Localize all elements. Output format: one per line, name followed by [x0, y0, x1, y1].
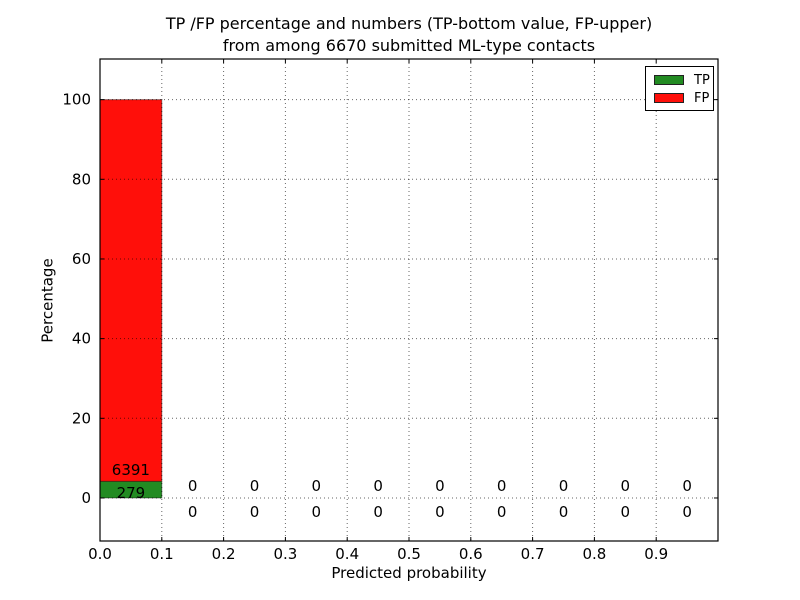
tp-count-label: 0 [621, 503, 631, 521]
fp-count-label: 0 [250, 477, 260, 495]
fp-count-label: 0 [435, 477, 445, 495]
fp-count-label: 0 [621, 477, 631, 495]
tp-count-label: 0 [250, 503, 260, 521]
x-tick-label: 0.6 [459, 545, 483, 563]
tp-count-label: 0 [435, 503, 445, 521]
y-tick-label: 20 [72, 409, 91, 427]
y-axis-label: Percentage [38, 258, 57, 343]
y-tick-label: 100 [62, 91, 91, 109]
fp-count-label: 0 [559, 477, 569, 495]
x-tick-label: 0.3 [273, 545, 297, 563]
x-tick-label: 0.0 [88, 545, 112, 563]
y-tick-label: 80 [72, 170, 91, 188]
x-axis-label: Predicted probability [331, 564, 487, 582]
fp-count-label: 0 [373, 477, 383, 495]
bar-segment-fp [99, 99, 163, 482]
legend: TP FP [645, 66, 714, 111]
x-tick-label: 0.8 [582, 545, 606, 563]
x-tick-label: 0.4 [335, 545, 359, 563]
x-tick-label: 0.5 [397, 545, 421, 563]
legend-swatch-tp-icon [654, 75, 684, 85]
tp-count-label: 0 [559, 503, 569, 521]
y-tick-label: 40 [72, 330, 91, 348]
tp-count-label: 0 [312, 503, 322, 521]
x-tick-label: 0.9 [644, 545, 668, 563]
tp-count-label: 279 [117, 484, 146, 502]
y-tick-label: 60 [72, 250, 91, 268]
fp-count-label: 0 [682, 477, 692, 495]
y-tick-label: 0 [81, 489, 91, 507]
chart-title-line2: from among 6670 submitted ML-type contac… [222, 36, 596, 55]
chart-title: TP /FP percentage and numbers (TP-bottom… [100, 13, 718, 57]
fp-count-label: 0 [312, 477, 322, 495]
x-tick-label: 0.1 [150, 545, 174, 563]
tp-count-label: 0 [682, 503, 692, 521]
chart-title-line1: TP /FP percentage and numbers (TP-bottom… [165, 14, 653, 33]
x-tick-label: 0.2 [212, 545, 236, 563]
tp-count-label: 0 [188, 503, 198, 521]
fp-count-label: 0 [497, 477, 507, 495]
tp-count-label: 0 [497, 503, 507, 521]
x-tick-label: 0.7 [521, 545, 545, 563]
fp-count-label: 0 [188, 477, 198, 495]
tp-count-label: 0 [373, 503, 383, 521]
legend-swatch-fp-icon [654, 93, 684, 103]
legend-label-tp: TP [694, 72, 710, 88]
fp-count-label: 6391 [112, 461, 150, 479]
legend-entry-fp: FP [646, 89, 713, 107]
legend-entry-tp: TP [646, 71, 713, 89]
legend-label-fp: FP [694, 90, 710, 106]
